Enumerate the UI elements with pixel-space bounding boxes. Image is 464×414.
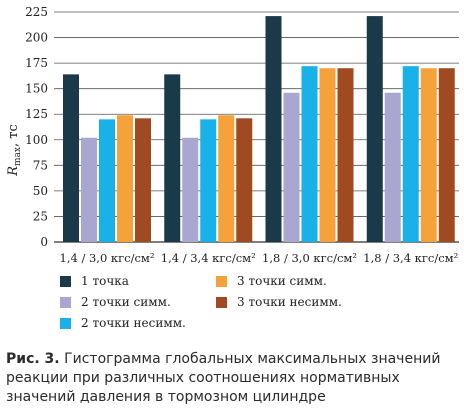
legend-swatch [216,297,227,308]
y-tick-label: 50 [33,184,48,198]
figure-caption: Рис. 3. Гистограмма глобальных максималь… [6,350,458,407]
caption-text: Гистограмма глобальных максимальных знач… [6,351,441,405]
bar [283,92,300,242]
legend-label: 2 точки несимм. [81,316,186,330]
legend-label: 3 точки симм. [237,274,327,288]
bar [319,68,336,242]
bar [81,137,97,242]
y-tick-label: 0 [40,235,48,249]
y-axis-label: Rmax, тс [6,124,23,177]
x-axis-categories: 1,4 / 3,0 кгс/см² 1,4 / 3,4 кгс/см² 1,8 / … [60,251,459,265]
bars [63,16,455,243]
legend-swatch [60,276,71,287]
legend-label: 3 точки несимм. [237,295,342,309]
y-tick-label: 225 [25,5,48,19]
y-tick-label: 100 [25,133,48,147]
bar [164,74,181,242]
y-tick-label: 150 [25,82,48,96]
bar [420,68,437,242]
legend: 1 точка 3 точки симм. 2 точки симм. 3 точки… [60,274,342,330]
bar [236,118,253,242]
bar [366,16,383,243]
legend-swatch [216,276,227,287]
bar [63,74,79,242]
bar [402,66,419,242]
x-category-label: 1,8 / 3,0 кгс/см² [262,251,357,265]
bar-chart: 0 25 50 75 100 125 150 175 200 225 1,4 / 3,0 кгс/… [6,5,459,330]
legend-label: 2 точки симм. [81,295,171,309]
y-tick-label: 175 [25,56,48,70]
x-category-label: 1,8 / 3,4 кгс/см² [363,251,458,265]
y-tick-label: 200 [25,31,48,45]
legend-swatch [60,297,71,308]
bar [384,92,401,242]
bar [200,119,217,242]
bar [265,16,282,243]
x-category-label: 1,4 / 3,4 кгс/см² [161,251,256,265]
bar [182,137,199,242]
caption-label: Рис. 3. [6,351,60,367]
y-tick-label: 75 [33,158,48,172]
y-axis-ticks: 0 25 50 75 100 125 150 175 200 225 [25,5,48,249]
bar [218,115,235,242]
y-tick-label: 125 [25,107,48,121]
bar [117,115,133,242]
bar [438,68,455,242]
x-category-label: 1,4 / 3,0 кгс/см² [60,251,155,265]
y-tick-label: 25 [33,209,48,223]
bar [135,118,151,242]
legend-swatch [60,318,71,329]
legend-label: 1 точка [81,274,129,288]
bar [301,66,318,242]
bar [99,119,115,242]
bar [337,68,354,242]
